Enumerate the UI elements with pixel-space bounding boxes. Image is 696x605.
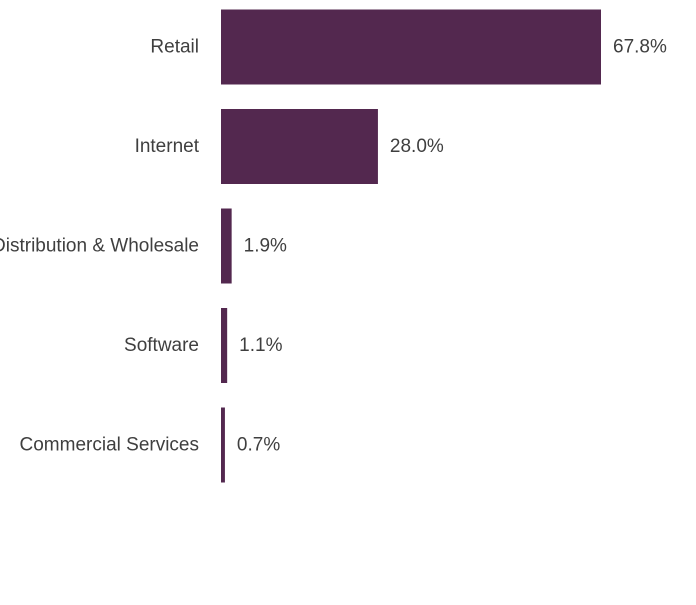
category-label-2: Distribution & Wholesale [0, 236, 199, 257]
bar-3 [221, 308, 228, 383]
value-label-0: 67.8% [613, 37, 667, 58]
bar-0 [221, 9, 601, 85]
value-label-4: 0.7% [237, 435, 280, 456]
value-label-1: 28.0% [390, 136, 444, 157]
value-label-2: 1.9% [244, 236, 287, 257]
category-label-1: Internet [135, 136, 200, 157]
category-label-4: Commercial Services [20, 435, 199, 456]
bar-2 [221, 208, 232, 284]
bar-4 [221, 407, 225, 483]
bar-1 [221, 109, 378, 184]
category-label-0: Retail [150, 37, 199, 58]
category-label-3: Software [124, 335, 199, 356]
bars-layer [221, 9, 601, 483]
labels-layer: Retail 67.8% Internet 28.0% Distribution & W… [0, 37, 667, 456]
value-label-3: 1.1% [239, 335, 282, 356]
